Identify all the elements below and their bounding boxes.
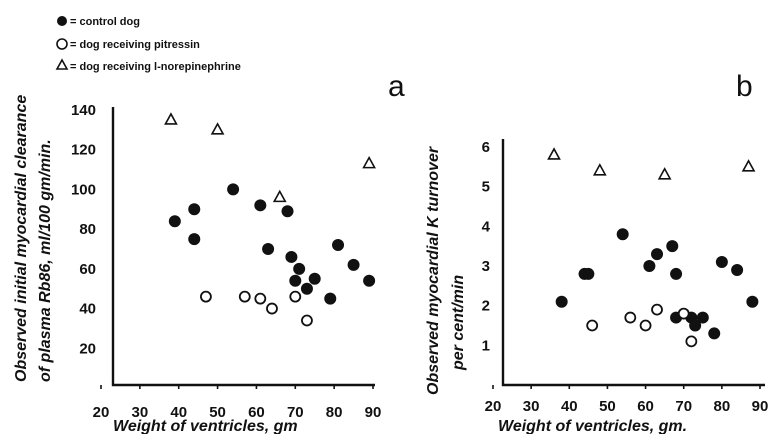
panel-b-point-control (731, 263, 744, 276)
panel-a-point-control (285, 250, 298, 263)
panel-b-point-pitressin (651, 303, 663, 316)
panel-a-point-control (324, 292, 337, 305)
panel-b-y-tick-label: 5 (482, 179, 490, 196)
panel-a-axes (111, 107, 375, 387)
panel-b-y-tick-label: 4 (482, 218, 491, 235)
panel-a-point-control (188, 203, 201, 216)
panel-b-point-control (696, 311, 709, 324)
panel-a-x-tick-label: 60 (248, 404, 265, 421)
panel-b-point-norepinephrine (741, 159, 756, 172)
panel-b-y-tick-label: 1 (482, 337, 490, 354)
panel-b-letter: b (736, 70, 753, 103)
panel-a-x-tick-label: 50 (209, 404, 226, 421)
panel-b-point-pitressin (639, 319, 652, 332)
panel-a: a 20 30 40 50 60 70 80 90 20 40 60 80 100 120 140 Weig… (13, 70, 405, 434)
panel-a-point-control (308, 272, 321, 285)
panel-a-y-tick-label: 60 (79, 261, 96, 278)
panel-a-y-tick-label: 20 (79, 340, 96, 357)
panel-a-point-control (347, 258, 360, 271)
panel-a-x-tick-label: 90 (365, 404, 382, 421)
legend-label-control: = control dog (70, 16, 140, 28)
legend-filled-circle-marker (57, 16, 67, 26)
panel-a-y-tick-label: 120 (71, 142, 96, 159)
panel-a-point-control (188, 233, 201, 246)
panel-b-point-pitressin (586, 319, 599, 332)
panel-a-point-control (254, 199, 267, 212)
legend-open-circle-marker (56, 38, 68, 50)
panel-a-point-norepinephrine (164, 112, 178, 125)
panel-a-point-control (300, 282, 313, 295)
panel-b-point-norepinephrine (592, 163, 607, 176)
panel-b: b 20 30 40 50 60 70 80 90 1 2 3 4 5 6 Weight of ventr… (425, 70, 768, 434)
panel-a-y-tick-label: 80 (79, 221, 96, 238)
panel-b-x-tick-label: 50 (599, 398, 616, 415)
panel-a-point-control (262, 243, 275, 255)
panel-b-y-axis-title-line-1: Observed myocardial K turnover (425, 146, 442, 395)
panel-a-x-tick-label: 20 (93, 404, 110, 421)
panel-b-point-control (555, 295, 568, 308)
panel-a-x-tick-label: 70 (287, 404, 304, 421)
panel-a-point-control (293, 262, 306, 275)
panel-b-point-control (616, 228, 629, 241)
panel-b-x-tick-label: 80 (714, 398, 731, 415)
legend-label-pitressin: = dog receiving pitressin (70, 39, 200, 51)
panel-a-point-pitressin (254, 292, 267, 305)
panel-a-y-tick-label: 100 (71, 181, 96, 198)
legend: = control dog = dog receiving pitressin … (55, 16, 241, 73)
panel-a-point-norepinephrine (210, 122, 225, 135)
panel-a-y-tick-label: 40 (79, 301, 96, 318)
panel-a-point-pitressin (301, 314, 313, 327)
panel-b-x-axis-title: Weight of ventricles, gm. (498, 418, 687, 434)
panel-b-x-tick-label: 40 (561, 398, 578, 415)
panel-b-point-control (582, 267, 595, 280)
panel-a-point-pitressin (238, 290, 251, 303)
panel-a-x-tick-label: 30 (132, 404, 149, 421)
panel-a-x-axis-title: Weight of ventricles, gm (113, 418, 298, 434)
panel-a-point-pitressin (200, 290, 212, 303)
panel-b-point-control (670, 267, 683, 280)
panel-a-point-control (289, 274, 302, 287)
panel-b-y-tick-label: 2 (482, 298, 490, 315)
panel-b-point-control (643, 260, 656, 272)
panel-b-y-tick-label: 3 (482, 258, 490, 275)
panel-b-x-tick-label: 30 (523, 398, 540, 415)
panel-b-point-control (689, 319, 702, 332)
panel-b-point-control (746, 295, 759, 308)
legend-label-norepinephrine: = dog receiving l-norepinephrine (70, 61, 241, 73)
panel-b-x-tick-label: 90 (752, 398, 769, 415)
panel-a-y-axis-title-line-1: Observed initial myocardial clearance (13, 95, 30, 382)
panel-a-point-norepinephrine (272, 189, 287, 203)
panel-a-point-norepinephrine (362, 155, 376, 169)
panel-b-point-control (651, 248, 664, 261)
panel-b-x-tick-label: 20 (485, 398, 502, 415)
panel-b-x-tick-label: 60 (637, 398, 654, 415)
panel-a-x-tick-label: 80 (326, 404, 343, 421)
panel-a-x-tick-label: 40 (170, 404, 187, 421)
panel-b-point-norepinephrine (657, 167, 672, 180)
panel-b-point-control (715, 256, 728, 269)
panel-a-letter: a (388, 70, 405, 103)
panel-b-point-control (666, 240, 679, 253)
panel-b-point-control (708, 327, 721, 340)
panel-a-point-pitressin (289, 290, 302, 303)
panel-a-y-axis-title-line-2: of plasma Rb86, ml/100 gm/min. (37, 139, 54, 382)
panel-b-point-pitressin (685, 335, 698, 348)
panel-a-point-pitressin (266, 302, 278, 315)
panel-a-point-control (281, 205, 294, 218)
panel-a-point-control (363, 274, 376, 287)
panel-b-y-axis-title-line-2: per cent/min (450, 275, 467, 371)
panel-b-point-norepinephrine (547, 147, 561, 160)
panel-b-x-tick-label: 70 (675, 398, 692, 415)
panel-a-point-control (227, 183, 240, 196)
panel-b-point-pitressin (677, 307, 690, 320)
panel-b-axes (501, 139, 765, 387)
panel-a-y-tick-label: 140 (71, 102, 96, 119)
panel-b-point-pitressin (624, 311, 637, 324)
legend-open-triangle-marker (55, 58, 69, 70)
panel-b-y-tick-label: 6 (482, 139, 490, 156)
panel-a-point-control (168, 215, 181, 228)
panel-a-point-control (332, 239, 345, 252)
